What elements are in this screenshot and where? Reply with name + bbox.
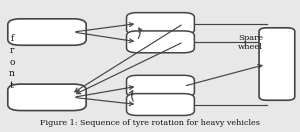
Text: Figure 1: Sequence of tyre rotation for heavy vehicles: Figure 1: Sequence of tyre rotation for …	[40, 119, 260, 127]
Text: Spare
wheel: Spare wheel	[238, 34, 263, 51]
FancyBboxPatch shape	[8, 84, 86, 111]
FancyBboxPatch shape	[127, 75, 194, 97]
FancyBboxPatch shape	[127, 13, 194, 34]
FancyBboxPatch shape	[259, 28, 295, 100]
FancyBboxPatch shape	[127, 94, 194, 116]
FancyBboxPatch shape	[8, 19, 86, 45]
FancyBboxPatch shape	[127, 31, 194, 53]
Text: f
r
o
n
t: f r o n t	[9, 34, 15, 90]
